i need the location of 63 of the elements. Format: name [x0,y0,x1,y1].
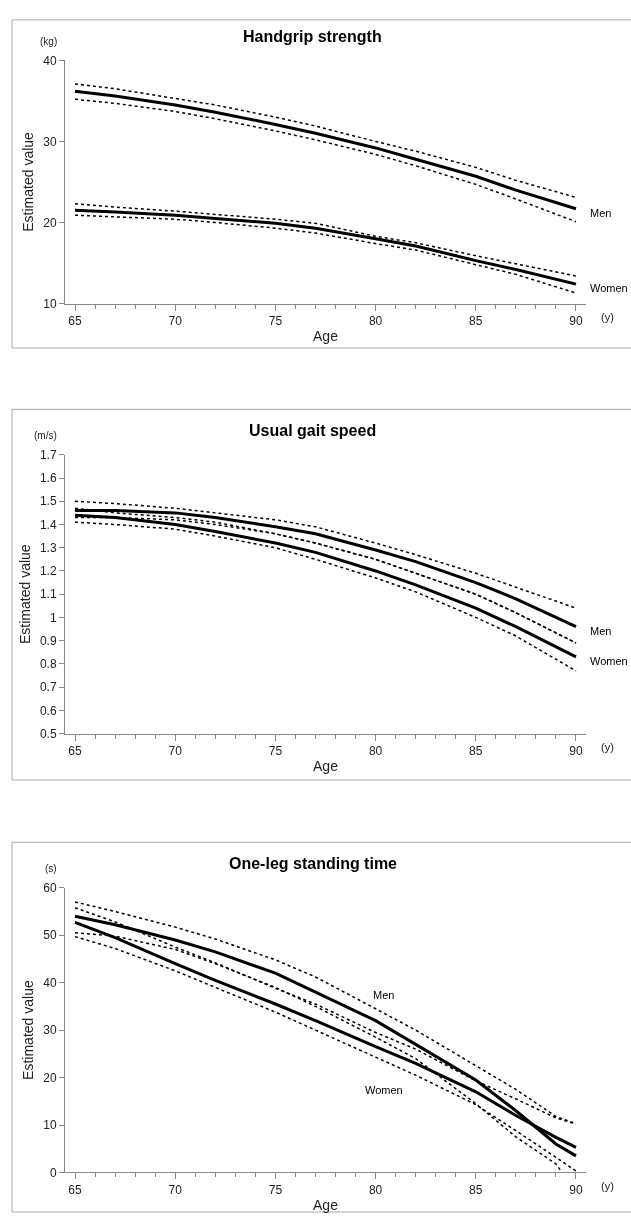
y-tick-label: 40 [43,975,57,990]
x-tick-label: 70 [168,743,183,758]
x-tick-label: 75 [268,1182,283,1197]
y-tick-label: 0.6 [39,703,57,718]
y-tick-label: 0.7 [39,680,57,695]
y-tick-label: 20 [43,1070,57,1085]
x-axis-title: Age [313,1197,339,1214]
y-tick-label: 0.9 [39,633,57,648]
y-tick-label: 0.5 [39,726,57,741]
x-tick-label: 90 [569,743,583,758]
y-tick-label: 60 [43,880,57,895]
chart-title: Handgrip strength [243,28,382,45]
x-tick-label: 90 [569,313,583,328]
y-tick-label: 0.8 [39,657,57,672]
y-tick-label: 1 [49,610,57,625]
y-tick-label: 0 [49,1165,57,1180]
x-tick-label: 65 [68,313,83,328]
y-tick-label: 1.7 [39,448,57,462]
y-axis-title: Estimated value [16,544,33,644]
text: (kg) [40,36,58,47]
text: (y) [601,1180,614,1192]
chart-title: One-leg standing time [229,855,398,872]
y-tick-label: 1.3 [39,540,57,555]
y-tick-label: 40 [43,53,57,68]
y-axis-title: Estimated value [19,980,36,1080]
y-tick-label: 1.5 [39,494,57,509]
series-label: Men [590,207,612,219]
x-tick-label: 65 [68,743,83,758]
series-label: Women [590,655,628,667]
x-tick-label: 75 [268,313,283,328]
x-tick-label: 85 [469,743,483,758]
y-tick-label: 30 [43,134,57,149]
text: Women [365,1084,403,1096]
text: (y) [601,741,614,753]
text: (y) [601,311,614,323]
series-label: Men [590,625,612,637]
y-axis-title: Estimated value [19,131,36,232]
x-tick-label: 80 [368,743,383,758]
y-tick-label: 1.4 [39,517,57,532]
x-tick-label: 85 [469,1182,483,1197]
x-axis-title: Age [313,758,339,775]
y-tick-label: 20 [43,215,57,230]
x-tick-label: 80 [368,313,383,328]
y-tick-label: 1.6 [39,471,57,486]
series-label: Women [590,282,628,294]
y-tick-label: 10 [43,296,57,311]
x-tick-label: 80 [368,1182,383,1197]
text: (s) [45,863,57,874]
y-tick-label: 1.2 [39,564,57,579]
series-label: Men [373,989,395,1001]
y-tick-label: 1.1 [39,587,57,602]
chart-title: Usual gait speed [249,422,377,439]
y-tick-label: 10 [43,1118,57,1133]
y-tick-label: 30 [43,1023,57,1038]
x-tick-label: 65 [68,1182,83,1197]
y-tick-label: 50 [43,928,57,943]
x-axis-title: Age [313,328,339,345]
x-tick-label: 90 [569,1182,583,1197]
x-tick-label: 85 [469,313,483,328]
x-tick-label: 70 [168,1182,183,1197]
x-tick-label: 70 [168,313,183,328]
text: (m/s) [34,430,57,441]
x-tick-label: 75 [268,743,283,758]
